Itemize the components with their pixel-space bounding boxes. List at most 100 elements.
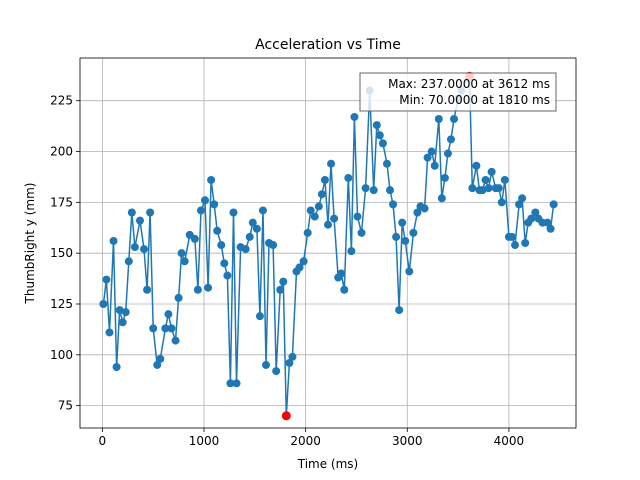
data-point [229, 208, 238, 217]
data-point [285, 358, 294, 367]
data-point [507, 232, 516, 241]
data-point [252, 224, 261, 233]
data-point [180, 257, 189, 266]
data-point [171, 336, 180, 345]
data-point [118, 318, 127, 327]
data-point [472, 161, 481, 170]
data-point [190, 234, 199, 243]
data-point [105, 328, 114, 337]
data-point [314, 202, 323, 211]
data-point [262, 360, 270, 369]
data-point [213, 226, 222, 235]
plot-frame [79, 57, 577, 429]
data-point [389, 200, 398, 209]
data-point [177, 249, 186, 258]
data-point [272, 367, 281, 376]
data-point [201, 196, 210, 205]
data-point [269, 241, 278, 250]
data-point [241, 245, 250, 254]
data-point [405, 267, 414, 276]
data-point [317, 190, 326, 199]
annotation-background [359, 72, 557, 112]
data-point [446, 135, 455, 144]
x-tick-label: 2000 [290, 434, 321, 448]
x-tick-label: 1000 [189, 434, 220, 448]
annotation-min: Min: 70.0000 at 1810 ms [399, 93, 550, 107]
data-point [511, 241, 520, 250]
data-point [382, 159, 391, 168]
data-point [440, 173, 449, 182]
data-point [245, 232, 254, 241]
data-point [164, 310, 173, 319]
data-point [395, 306, 404, 315]
y-tick-label: 175 [50, 195, 73, 209]
data-point [347, 247, 356, 256]
data-point [543, 218, 552, 227]
data-point [223, 271, 232, 280]
data-point [167, 324, 176, 333]
data-point [276, 285, 285, 294]
data-point [310, 212, 319, 221]
data-point [153, 360, 162, 369]
data-point [115, 306, 124, 315]
chart-title: Acceleration vs Time [255, 37, 401, 53]
data-point [546, 224, 555, 233]
data-point [330, 214, 339, 223]
data-point [515, 200, 524, 209]
data-point [357, 228, 366, 237]
data-point [217, 241, 226, 250]
data-point [258, 206, 267, 215]
data-point [344, 173, 353, 182]
data-point [398, 218, 407, 227]
data-point [378, 139, 387, 148]
x-axis-label: Time (ms) [297, 457, 359, 471]
data-point [420, 204, 429, 213]
data-point [423, 153, 432, 162]
data-point [369, 186, 378, 195]
x-tick-label: 0 [99, 434, 107, 448]
data-point [437, 194, 446, 203]
data-point [161, 324, 170, 333]
data-series [99, 71, 558, 421]
data-point [130, 243, 139, 252]
min-marker [281, 411, 291, 421]
data-point [468, 184, 477, 193]
annotation-max: Max: 237.0000 at 3612 ms [388, 77, 550, 91]
grid [80, 58, 576, 428]
data-point [500, 175, 509, 184]
data-point [353, 212, 362, 221]
data-point [303, 228, 312, 237]
data-point [327, 159, 336, 168]
data-point [135, 216, 144, 225]
data-point [156, 354, 165, 363]
data-point [549, 200, 558, 209]
data-point [295, 263, 304, 272]
data-point [337, 269, 346, 278]
data-point [478, 186, 487, 195]
data-point [232, 379, 241, 388]
data-point [299, 257, 308, 266]
data-point [220, 259, 229, 268]
y-tick-label: 200 [50, 145, 73, 159]
data-point [174, 293, 183, 302]
data-point [124, 257, 133, 266]
data-point [443, 149, 452, 158]
y-axis-label: ThumbRight y (mm) [23, 183, 37, 305]
data-point [279, 277, 288, 286]
data-point [487, 167, 496, 176]
data-point [527, 214, 536, 223]
data-point [521, 239, 530, 247]
x-tick-label: 4000 [494, 434, 525, 448]
data-point [481, 175, 490, 184]
data-point [375, 131, 384, 140]
data-point [518, 194, 527, 203]
data-point [401, 236, 410, 245]
data-point [484, 184, 493, 193]
y-tick-label: 225 [50, 94, 73, 108]
data-point [372, 121, 381, 130]
data-point [340, 285, 349, 294]
data-point [430, 161, 439, 170]
data-point [210, 200, 219, 209]
data-point [149, 324, 158, 333]
